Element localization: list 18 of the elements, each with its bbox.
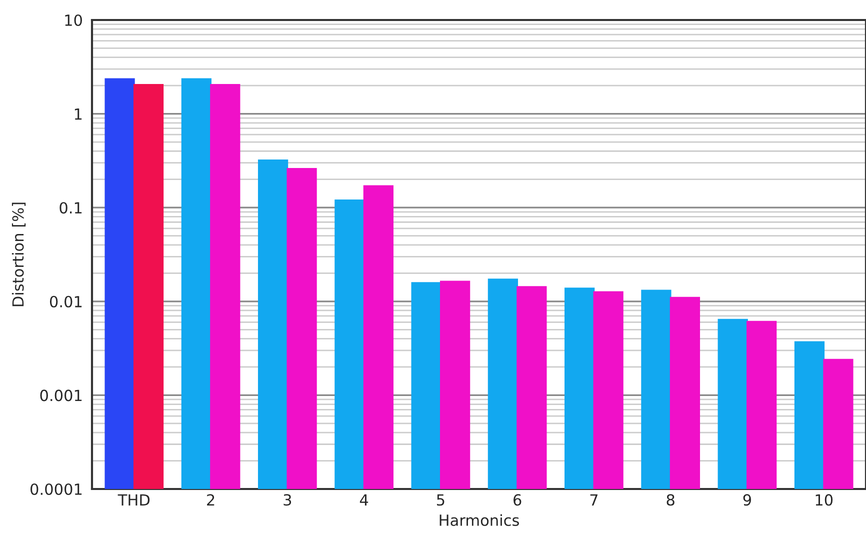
x-tick-label: 6 — [514, 494, 522, 506]
y-tick-label: 10 — [65, 14, 82, 26]
x-tick-label: 3 — [284, 494, 292, 506]
x-axis-title: Harmonics — [440, 514, 519, 526]
y-tick-label: 0.001 — [40, 390, 82, 402]
x-tick-label: 2 — [207, 494, 214, 506]
x-tick-label: 7 — [590, 494, 598, 506]
x-tick-label: 8 — [666, 494, 674, 506]
x-tick-label: 9 — [743, 494, 752, 506]
x-tick-label: 5 — [437, 494, 444, 506]
y-axis-title: Distortion [%] — [12, 202, 26, 306]
y-tick-label: 1 — [74, 108, 82, 120]
y-tick-label: 0.0001 — [30, 483, 82, 496]
x-tick-label: 10 — [816, 494, 833, 506]
y-tick-label: 0.1 — [60, 202, 82, 214]
y-tick-label: 0.01 — [50, 296, 82, 308]
x-tick-label: 4 — [360, 494, 368, 506]
x-tick-label: THD — [118, 494, 150, 506]
